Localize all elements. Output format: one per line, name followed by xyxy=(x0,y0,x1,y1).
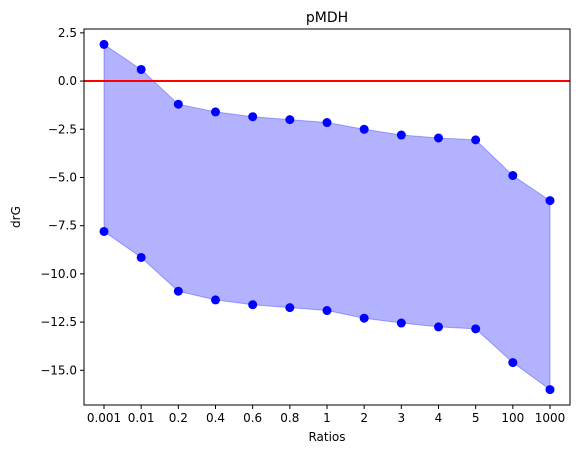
y-tick-label-4: −7.5 xyxy=(48,219,77,233)
upper-point-1000 xyxy=(545,196,555,206)
x-axis-label: Ratios xyxy=(308,430,345,444)
upper-point-2 xyxy=(359,124,369,134)
lower-point-5 xyxy=(471,324,481,334)
lower-point-3 xyxy=(396,318,406,328)
x-tick-label-2: 2 xyxy=(360,411,368,425)
lower-point-0.6 xyxy=(248,300,258,310)
lower-point-0.01 xyxy=(136,252,146,262)
upper-point-0.4 xyxy=(211,107,220,117)
lower-point-0.2 xyxy=(173,286,183,296)
y-tick-label-6: −12.5 xyxy=(40,315,77,329)
lower-point-1000 xyxy=(545,385,555,395)
lower-point-2 xyxy=(359,313,369,323)
upper-point-5 xyxy=(471,135,481,145)
y-tick-label-3: −5.0 xyxy=(48,170,77,184)
x-tick-label-5: 5 xyxy=(472,411,480,425)
upper-point-3 xyxy=(396,130,406,140)
x-tick-label-0.2: 0.2 xyxy=(169,411,188,425)
upper-point-0.01 xyxy=(136,64,146,74)
y-axis: 2.5 0.0 −2.5 −5.0 −7.5 −10.0 −12.5 −15.0 xyxy=(40,26,84,377)
lower-point-0.8 xyxy=(285,303,295,313)
y-tick-label-5: −10.0 xyxy=(40,267,77,281)
x-tick-label-3: 3 xyxy=(398,411,406,425)
x-tick-label-1000: 1000 xyxy=(535,411,566,425)
y-axis-label: drG xyxy=(9,206,23,228)
x-tick-label-0.6: 0.6 xyxy=(243,411,262,425)
x-tick-label-100: 100 xyxy=(501,411,524,425)
lower-point-1 xyxy=(322,306,332,316)
x-axis: 0.001 0.01 0.2 0.4 0.6 0.8 1 2 3 4 5 100 1000 xyxy=(87,405,565,425)
upper-point-100 xyxy=(508,171,518,181)
x-tick-label-0.01: 0.01 xyxy=(128,411,155,425)
chart-title: pMDH xyxy=(306,10,348,26)
upper-point-1 xyxy=(322,118,332,128)
x-tick-label-0.001: 0.001 xyxy=(87,411,121,425)
x-tick-label-1: 1 xyxy=(323,411,331,425)
plot-area xyxy=(84,39,570,395)
upper-point-0.8 xyxy=(285,115,295,125)
lower-point-4 xyxy=(434,322,443,332)
upper-point-0.2 xyxy=(173,99,183,109)
x-tick-label-0.4: 0.4 xyxy=(206,411,225,425)
lower-point-0.001 xyxy=(99,226,109,236)
upper-point-0.6 xyxy=(248,112,258,122)
lower-point-100 xyxy=(508,358,518,368)
x-tick-label-0.8: 0.8 xyxy=(280,411,299,425)
upper-point-4 xyxy=(434,133,443,143)
lower-point-0.4 xyxy=(211,295,220,305)
y-tick-label-0: 2.5 xyxy=(58,26,77,40)
y-tick-label-7: −15.0 xyxy=(40,363,77,377)
x-tick-label-4: 4 xyxy=(435,411,443,425)
y-tick-label-2: −2.5 xyxy=(48,122,77,136)
upper-point-0.001 xyxy=(99,39,109,49)
y-tick-label-1: 0.0 xyxy=(58,74,77,88)
